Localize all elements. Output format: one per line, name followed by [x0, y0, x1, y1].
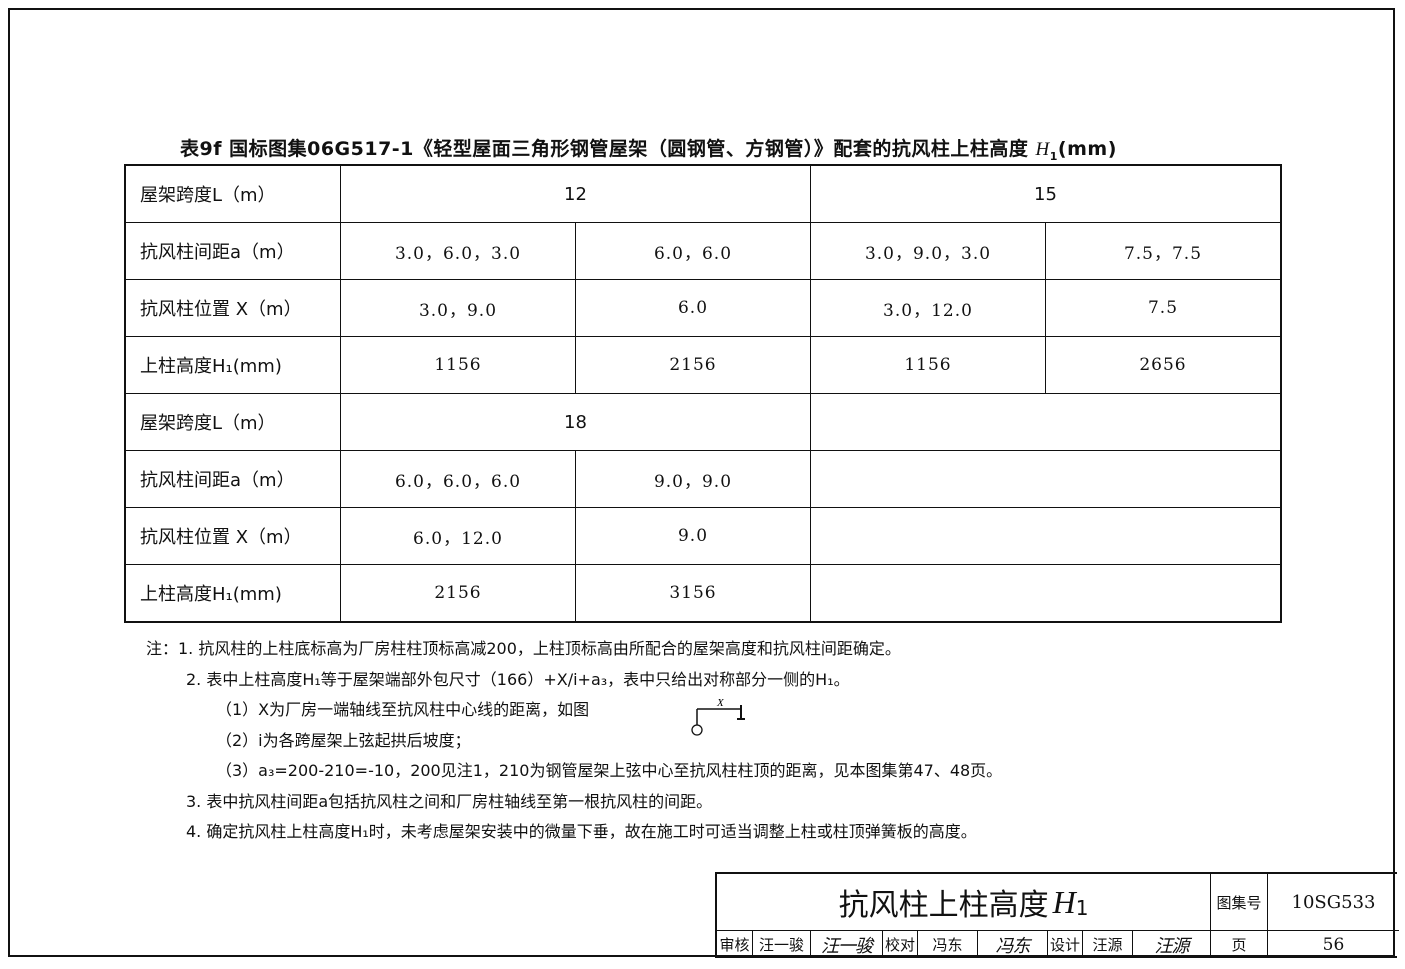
cell: 2656: [1045, 336, 1282, 394]
empty-cell: [810, 564, 1282, 623]
table-title: 表9f 国标图集06G517-1《轻型屋面三角形钢管屋架（圆钢管、方钢管）》配套…: [180, 134, 1117, 163]
span-label: 屋架跨度L（m）: [124, 164, 341, 223]
table-row: 屋架跨度L（m） 18: [124, 393, 1282, 451]
table-row: 抗风柱间距a（m） 3.0，6.0，3.0 6.0，6.0 3.0，9.0，3.…: [124, 222, 1282, 280]
designer-name: 汪源: [1082, 931, 1132, 958]
position-label: 抗风柱位置 X（m）: [124, 279, 341, 337]
empty-cell: [810, 507, 1282, 565]
note-1: 注：1. 抗风柱的上柱底标高为厂房柱柱顶标高减200，上柱顶标高由所配合的屋架高…: [146, 639, 901, 658]
drawing-title-text: 抗风柱上柱高度: [838, 888, 1049, 923]
drawing-title: 抗风柱上柱高度 H 1: [717, 874, 1210, 930]
cell: 3.0，6.0，3.0: [340, 222, 576, 280]
table-row: 屋架跨度L（m） 12 15: [124, 164, 1282, 223]
note-4: 4. 确定抗风柱上柱高度H₁时，未考虑屋架安装中的微量下垂，故在施工时可适当调整…: [186, 822, 977, 841]
note-2: 2. 表中上柱高度H₁等于屋架端部外包尺寸（166）+X/i+a₃，表中只给出对…: [186, 669, 850, 689]
checker-signature: 冯东: [977, 931, 1047, 958]
atlas-label: 图集号: [1210, 874, 1267, 930]
drawing-title-symbol: H: [1052, 883, 1076, 920]
drawing-frame: [8, 8, 1395, 957]
cell: 2156: [575, 336, 811, 394]
checker-name: 冯东: [917, 931, 977, 958]
drawing-title-sub: 1: [1075, 896, 1089, 920]
title-sub: 1: [1049, 149, 1058, 163]
table-row: 抗风柱位置 X（m） 3.0，9.0 6.0 3.0，12.0 7.5: [124, 279, 1282, 337]
column-height-table: 屋架跨度L（m） 12 15 抗风柱间距a（m） 3.0，6.0，3.0 6.0…: [124, 164, 1282, 623]
height-label: 上柱高度H₁(mm): [124, 336, 341, 394]
note-3: 3. 表中抗风柱间距a包括抗风柱之间和厂房柱轴线至第一根抗风柱的间距。: [186, 791, 713, 811]
span-label: 屋架跨度L（m）: [124, 393, 341, 451]
review-label: 审核: [719, 936, 750, 954]
spacing-label: 抗风柱间距a（m）: [124, 450, 341, 508]
notes: 注：1. 抗风柱的上柱底标高为厂房柱柱顶标高减200，上柱顶标高由所配合的屋架高…: [146, 634, 1002, 848]
atlas-number: 10SG533: [1267, 874, 1399, 930]
table-row: 抗风柱间距a（m） 6.0，6.0，6.0 9.0，9.0: [124, 450, 1282, 508]
table-row: 抗风柱位置 X（m） 6.0，12.0 9.0: [124, 507, 1282, 565]
check-label: 校对: [882, 931, 917, 958]
note-2-1: （1）X为厂房一端轴线至抗风柱中心线的距离，如图 X: [146, 695, 1002, 736]
empty-cell: [810, 450, 1282, 508]
reviewer-name: 汪一骏: [752, 931, 810, 958]
table-row: 上柱高度H₁(mm) 2156 3156: [124, 564, 1282, 623]
cell: 6.0，12.0: [340, 507, 576, 565]
title-symbol: H: [1035, 139, 1050, 160]
note-2-3: （3）a₃=200-210=-10，200见注1，210为钢管屋架上弦中心至抗风…: [216, 761, 1003, 780]
height-label: 上柱高度H₁(mm): [124, 564, 341, 623]
design-label: 设计: [1047, 931, 1082, 958]
span-value: 18: [340, 393, 811, 451]
spacing-label: 抗风柱间距a（m）: [124, 222, 341, 280]
title-text: 表9f 国标图集06G517-1《轻型屋面三角形钢管屋架（圆钢管、方钢管）》配套…: [180, 138, 1036, 160]
designer-signature: 汪源: [1132, 931, 1210, 958]
cell: 3.0，9.0: [340, 279, 576, 337]
column-position-diagram: X: [691, 697, 745, 736]
title-unit: (mm): [1057, 138, 1117, 160]
cell: 3.0，9.0，3.0: [810, 222, 1046, 280]
page-label: 页: [1210, 931, 1267, 958]
cell: 1156: [810, 336, 1046, 394]
empty-cell: [810, 393, 1282, 451]
cell: 9.0: [575, 507, 811, 565]
cell: 6.0，6.0，6.0: [340, 450, 576, 508]
page-number: 56: [1267, 931, 1399, 958]
cell: 6.0: [575, 279, 811, 337]
diagram-label: X: [716, 697, 725, 709]
cell: 7.5: [1045, 279, 1282, 337]
note-2-1-text: （1）X为厂房一端轴线至抗风柱中心线的距离，如图: [216, 700, 590, 719]
cell: 3.0，12.0: [810, 279, 1046, 337]
span-value: 15: [810, 164, 1282, 223]
span-value: 12: [340, 164, 811, 223]
reviewer-signature: 汪一骏: [810, 931, 882, 958]
table-row: 上柱高度H₁(mm) 1156 2156 1156 2656: [124, 336, 1282, 394]
cell: 1156: [340, 336, 576, 394]
title-block: 抗风柱上柱高度 H 1 图集号 10SG533 审核 汪一骏 汪一骏 校对 冯东 冯…: [715, 872, 1399, 958]
position-label: 抗风柱位置 X（m）: [124, 507, 341, 565]
cell: 2156: [340, 564, 576, 623]
cell: 7.5，7.5: [1045, 222, 1282, 280]
cell: 6.0，6.0: [575, 222, 811, 280]
cell: 9.0，9.0: [575, 450, 811, 508]
note-2-2: （2）i为各跨屋架上弦起拱后坡度；: [216, 730, 471, 750]
cell: 3156: [575, 564, 811, 623]
